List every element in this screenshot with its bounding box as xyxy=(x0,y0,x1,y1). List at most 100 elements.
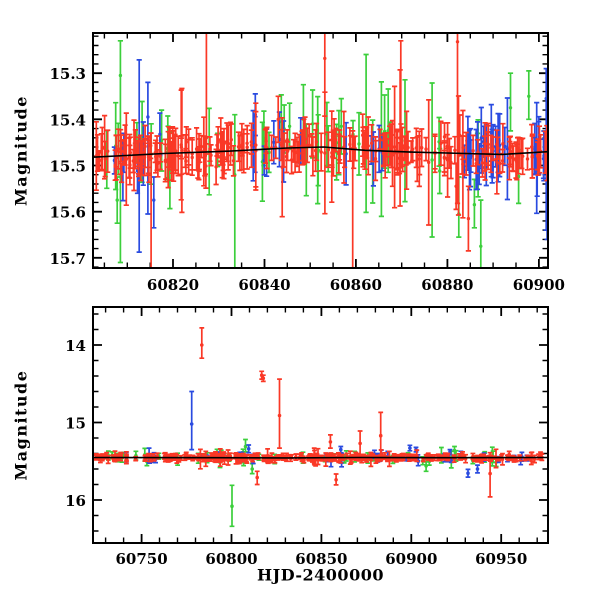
data-point xyxy=(379,453,383,457)
data-point xyxy=(330,151,334,155)
data-point xyxy=(245,141,249,145)
data-point xyxy=(324,457,328,462)
data-point xyxy=(339,447,343,452)
data-point xyxy=(311,154,315,159)
data-point xyxy=(488,471,492,476)
data-point xyxy=(426,453,431,457)
panel-top-panel: 60820 60840 60860 60880 60900 15.3 15.4 15.5 15.… xyxy=(12,32,565,294)
data-point xyxy=(106,457,110,462)
data-point xyxy=(281,454,285,458)
data-point xyxy=(442,156,447,160)
x-tick-label: 60880 xyxy=(421,276,473,294)
data-point xyxy=(279,143,283,147)
data-point xyxy=(348,142,352,147)
data-point xyxy=(99,150,104,154)
data-point xyxy=(229,138,233,142)
x-tick-label: 60750 xyxy=(116,550,168,568)
data-point xyxy=(179,154,183,158)
data-point xyxy=(510,155,515,159)
data-point xyxy=(420,146,424,150)
data-point xyxy=(331,154,336,158)
data-point xyxy=(392,145,397,149)
data-point xyxy=(530,145,534,149)
y-tick-label: 15 xyxy=(65,415,86,433)
data-point xyxy=(238,151,242,155)
data-point xyxy=(500,457,505,462)
data-point xyxy=(220,153,224,157)
data-point xyxy=(530,154,535,158)
data-point xyxy=(319,150,323,154)
data-point xyxy=(334,478,338,482)
data-point xyxy=(225,140,229,144)
y-tick-label: 16 xyxy=(65,492,86,510)
data-point xyxy=(339,124,343,128)
data-point xyxy=(357,142,361,146)
data-point xyxy=(259,373,264,378)
data-point xyxy=(323,151,327,155)
data-point xyxy=(222,163,226,167)
data-point xyxy=(438,169,442,173)
data-point xyxy=(295,150,299,154)
data-point xyxy=(390,151,395,156)
data-point xyxy=(240,145,244,149)
data-point xyxy=(369,457,373,462)
data-point xyxy=(264,139,268,143)
data-point xyxy=(272,140,276,144)
data-point xyxy=(454,184,458,188)
data-point xyxy=(166,457,170,462)
data-point xyxy=(209,153,213,157)
data-point xyxy=(458,133,462,137)
data-point xyxy=(417,153,422,157)
data-point xyxy=(310,143,314,147)
data-point xyxy=(219,138,223,142)
data-point xyxy=(536,155,540,159)
data-point xyxy=(228,142,233,146)
data-point xyxy=(289,158,294,162)
data-point xyxy=(314,140,319,144)
x-tick-label: 60860 xyxy=(330,276,382,294)
data-point xyxy=(466,471,470,476)
data-point xyxy=(171,161,176,166)
data-point xyxy=(287,124,292,128)
data-point xyxy=(373,157,378,161)
data-point xyxy=(453,148,457,152)
data-point xyxy=(119,454,124,458)
data-point xyxy=(176,154,180,158)
data-point xyxy=(291,149,296,153)
data-point xyxy=(194,147,199,151)
major-ticks xyxy=(94,308,547,542)
data-point xyxy=(204,136,209,140)
data-point xyxy=(427,160,431,165)
y-tick-label: 15.4 xyxy=(49,111,86,129)
data-point xyxy=(170,159,174,163)
data-point xyxy=(445,156,450,160)
x-axis-title: HJD-2400000 xyxy=(257,566,384,585)
data-point xyxy=(214,165,218,169)
data-point xyxy=(326,148,331,152)
panel-bottom-panel: 60750 60800 60850 60900 60950 14 15 16 Magnitude… xyxy=(12,306,549,585)
y-tick-label: 14 xyxy=(65,337,86,355)
data-point xyxy=(533,147,537,151)
data-point xyxy=(119,149,124,153)
data-point xyxy=(471,149,475,153)
data-point xyxy=(284,154,289,159)
data-point xyxy=(486,145,490,150)
tick-labels: 60750 60800 60850 60900 60950 14 15 16 xyxy=(65,337,527,568)
data-point xyxy=(363,141,368,145)
data-point xyxy=(331,142,335,146)
data-point xyxy=(249,140,253,144)
data-point xyxy=(216,140,220,144)
x-tick-label: 60840 xyxy=(238,276,290,294)
data-point xyxy=(313,148,318,153)
data-point xyxy=(250,467,254,471)
y-axis-title: Magnitude xyxy=(12,370,31,481)
data-point xyxy=(508,106,513,110)
data-point xyxy=(439,141,443,145)
data-point xyxy=(231,159,236,163)
data-point xyxy=(370,141,374,145)
data-point xyxy=(485,142,490,146)
data-point xyxy=(371,453,375,458)
data-point xyxy=(449,160,453,165)
